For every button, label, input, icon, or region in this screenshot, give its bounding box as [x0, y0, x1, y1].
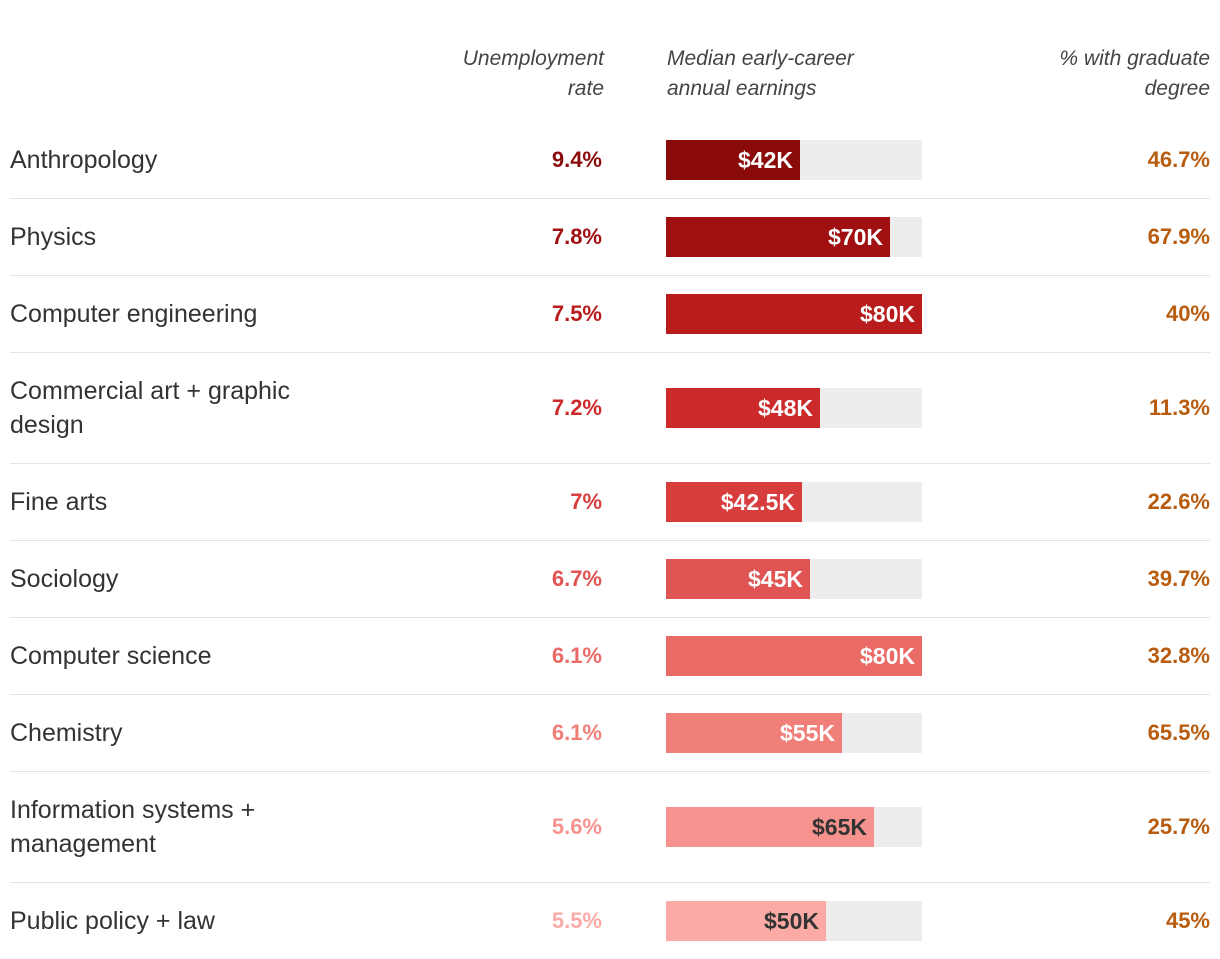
major-name: Sociology [10, 565, 119, 593]
earnings-bar-label: $45K [748, 566, 803, 592]
unemployment-rate-value: 5.5% [551, 908, 602, 933]
table-row: Public policy + law 5.5% $50K 45% [10, 883, 1210, 959]
major-name: Anthropology [10, 146, 158, 174]
major-name: Public policy + law [10, 907, 215, 935]
table-row: Physics 7.8% $70K 67.9% [10, 199, 1210, 276]
earnings-bar: $65K [666, 807, 874, 847]
header-line: Median early-career [667, 47, 854, 70]
earnings-bar-track: $80K [666, 294, 922, 334]
earnings-bar-label: $65K [812, 814, 867, 840]
graduate-degree-value: 45% [1165, 908, 1210, 933]
earnings-bar: $70K [666, 217, 890, 257]
graduate-degree-value: 25.7% [1147, 814, 1210, 839]
unemployment-rate-value: 7% [570, 489, 602, 514]
earnings-bar: $80K [666, 636, 922, 676]
major-name: Physics [10, 223, 97, 251]
graduate-degree-value: 46.7% [1147, 147, 1210, 172]
unemployment-rate-value: 6.1% [551, 720, 602, 745]
earnings-bar-track: $55K [666, 713, 922, 753]
major-name: Information systems + management [10, 796, 256, 858]
table-row: Commercial art + graphic design 7.2% $48K 1… [10, 353, 1210, 464]
earnings-bar-label: $50K [764, 908, 819, 934]
earnings-bar-track: $80K [666, 636, 922, 676]
major-name: Computer engineering [10, 300, 258, 328]
earnings-bar-track: $70K [666, 217, 922, 257]
earnings-bar-label: $48K [758, 395, 813, 421]
earnings-bar-track: $42K [666, 140, 922, 180]
table-row: Information systems + management 5.6% $65K… [10, 772, 1210, 883]
earnings-bar: $50K [666, 901, 826, 941]
major-name: Chemistry [10, 719, 123, 747]
table-row: Anthropology 9.4% $42K 46.7% [10, 122, 1210, 199]
graduate-degree-value: 67.9% [1147, 224, 1210, 249]
earnings-bar: $42.5K [666, 482, 802, 522]
table-body: Anthropology 9.4% $42K 46.7% Physics 7.8% $70K… [10, 122, 1210, 959]
earnings-bar-track: $45K [666, 559, 922, 599]
unemployment-rate-value: 6.1% [551, 643, 602, 668]
graduate-degree-value: 39.7% [1147, 566, 1210, 591]
table-row: Chemistry 6.1% $55K 65.5% [10, 695, 1210, 772]
unemployment-rate-value: 7.8% [551, 224, 602, 249]
earnings-bar-label: $42K [738, 147, 793, 173]
unemployment-rate-value: 7.2% [551, 395, 602, 420]
header-graduate-degree: % with graduate degree [990, 44, 1210, 104]
earnings-bar-track: $50K [666, 901, 922, 941]
graduate-degree-value: 32.8% [1147, 643, 1210, 668]
unemployment-rate-value: 9.4% [551, 147, 602, 172]
graduate-degree-value: 22.6% [1147, 489, 1210, 514]
earnings-bar: $80K [666, 294, 922, 334]
earnings-bar-track: $65K [666, 807, 922, 847]
header-line: rate [567, 77, 604, 100]
earnings-bar-label: $55K [780, 720, 835, 746]
header-line: Unemployment [462, 47, 604, 70]
major-name: Fine arts [10, 488, 108, 516]
unemployment-rate-value: 6.7% [551, 566, 602, 591]
header-unemployment-rate: Unemployment rate [420, 44, 604, 104]
major-name: Commercial art + graphic design [10, 377, 290, 439]
unemployment-rate-value: 5.6% [551, 814, 602, 839]
earnings-bar-label: $70K [828, 224, 883, 250]
header-median-earnings: Median early-career annual earnings [667, 44, 927, 104]
earnings-bar: $55K [666, 713, 842, 753]
header-line: annual earnings [667, 77, 817, 100]
earnings-bar-track: $48K [666, 388, 922, 428]
header-line: % with graduate [1059, 47, 1210, 70]
earnings-bar-label: $80K [860, 643, 915, 669]
table-row: Sociology 6.7% $45K 39.7% [10, 541, 1210, 618]
earnings-bar-track: $42.5K [666, 482, 922, 522]
earnings-bar-label: $42.5K [720, 489, 795, 515]
earnings-bar-label: $80K [860, 301, 915, 327]
earnings-bar: $48K [666, 388, 820, 428]
table-row: Computer science 6.1% $80K 32.8% [10, 618, 1210, 695]
earnings-bar: $42K [666, 140, 800, 180]
table-row: Fine arts 7% $42.5K 22.6% [10, 464, 1210, 541]
header-line: degree [1144, 77, 1210, 100]
major-name: Computer science [10, 642, 212, 670]
graduate-degree-value: 65.5% [1147, 720, 1210, 745]
unemployment-rate-value: 7.5% [551, 301, 602, 326]
table-row: Computer engineering 7.5% $80K 40% [10, 276, 1210, 353]
graduate-degree-value: 40% [1165, 301, 1210, 326]
table-header: Unemployment rate Median early-career an… [0, 44, 1220, 114]
earnings-bar: $45K [666, 559, 810, 599]
graduate-degree-value: 11.3% [1148, 395, 1210, 420]
